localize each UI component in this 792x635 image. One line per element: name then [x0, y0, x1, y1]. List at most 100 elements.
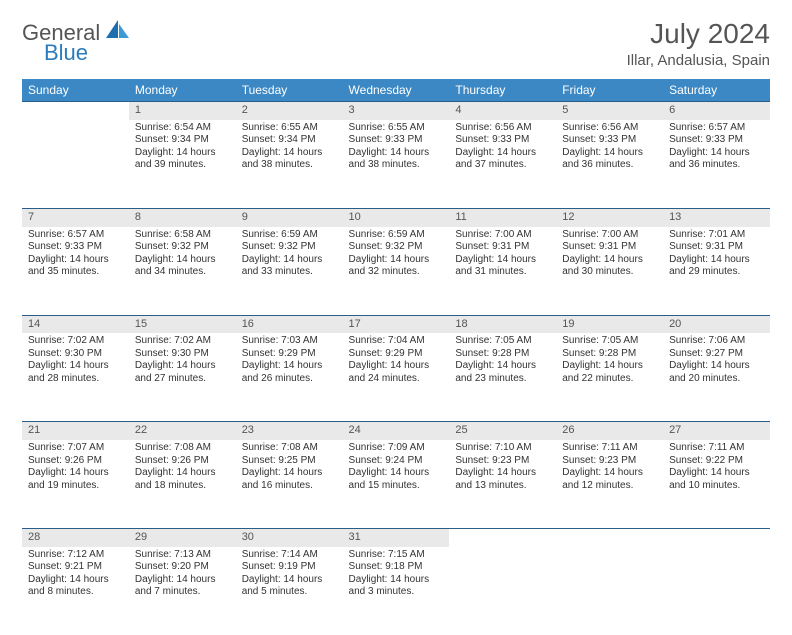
- day-cell-body: Sunrise: 6:55 AMSunset: 9:33 PMDaylight:…: [343, 120, 450, 178]
- day-cell: Sunrise: 6:58 AMSunset: 9:32 PMDaylight:…: [129, 227, 236, 315]
- day-day1: Daylight: 14 hours: [455, 147, 550, 160]
- day-sunrise: Sunrise: 6:55 AM: [242, 122, 337, 135]
- day-day2: and 39 minutes.: [135, 159, 230, 172]
- day-day2: and 36 minutes.: [669, 159, 764, 172]
- daynum-cell: 4: [449, 101, 556, 120]
- daynum-cell: 21: [22, 421, 129, 440]
- daynum-cell: 31: [343, 528, 450, 547]
- day-sunset: Sunset: 9:33 PM: [28, 241, 123, 254]
- day-number: 23: [236, 421, 343, 440]
- day-day2: and 20 minutes.: [669, 373, 764, 386]
- day-cell-body: Sunrise: 7:03 AMSunset: 9:29 PMDaylight:…: [236, 333, 343, 391]
- day-number: [449, 528, 556, 533]
- week-row: Sunrise: 7:02 AMSunset: 9:30 PMDaylight:…: [22, 333, 770, 421]
- day-sunrise: Sunrise: 7:13 AM: [135, 549, 230, 562]
- daynum-cell: 7: [22, 208, 129, 227]
- day-sunset: Sunset: 9:22 PM: [669, 455, 764, 468]
- day-cell-body: Sunrise: 6:54 AMSunset: 9:34 PMDaylight:…: [129, 120, 236, 178]
- day-day2: and 19 minutes.: [28, 480, 123, 493]
- day-sunrise: Sunrise: 7:08 AM: [135, 442, 230, 455]
- day-cell-body: Sunrise: 7:12 AMSunset: 9:21 PMDaylight:…: [22, 547, 129, 605]
- day-cell: Sunrise: 7:13 AMSunset: 9:20 PMDaylight:…: [129, 547, 236, 635]
- day-header: Tuesday: [236, 79, 343, 101]
- day-sunset: Sunset: 9:26 PM: [135, 455, 230, 468]
- day-number: 22: [129, 421, 236, 440]
- day-day2: and 30 minutes.: [562, 266, 657, 279]
- day-day2: and 23 minutes.: [455, 373, 550, 386]
- day-cell: Sunrise: 7:03 AMSunset: 9:29 PMDaylight:…: [236, 333, 343, 421]
- day-sunrise: Sunrise: 7:07 AM: [28, 442, 123, 455]
- day-number: 6: [663, 101, 770, 120]
- day-cell-body: Sunrise: 7:08 AMSunset: 9:26 PMDaylight:…: [129, 440, 236, 498]
- day-cell: Sunrise: 7:14 AMSunset: 9:19 PMDaylight:…: [236, 547, 343, 635]
- day-day1: Daylight: 14 hours: [28, 254, 123, 267]
- day-number: 13: [663, 208, 770, 227]
- daynum-cell: 23: [236, 421, 343, 440]
- day-number: 21: [22, 421, 129, 440]
- day-cell-body: Sunrise: 7:08 AMSunset: 9:25 PMDaylight:…: [236, 440, 343, 498]
- day-cell: Sunrise: 7:11 AMSunset: 9:23 PMDaylight:…: [556, 440, 663, 528]
- day-cell: Sunrise: 6:55 AMSunset: 9:34 PMDaylight:…: [236, 120, 343, 208]
- day-sunrise: Sunrise: 7:02 AM: [28, 335, 123, 348]
- day-sunrise: Sunrise: 7:03 AM: [242, 335, 337, 348]
- day-day1: Daylight: 14 hours: [669, 360, 764, 373]
- week-row: Sunrise: 7:12 AMSunset: 9:21 PMDaylight:…: [22, 547, 770, 635]
- day-cell-body: Sunrise: 7:04 AMSunset: 9:29 PMDaylight:…: [343, 333, 450, 391]
- day-cell: [663, 547, 770, 635]
- day-cell: Sunrise: 7:08 AMSunset: 9:26 PMDaylight:…: [129, 440, 236, 528]
- day-number: 29: [129, 528, 236, 547]
- day-day2: and 34 minutes.: [135, 266, 230, 279]
- day-sunrise: Sunrise: 7:11 AM: [562, 442, 657, 455]
- day-day1: Daylight: 14 hours: [242, 467, 337, 480]
- day-cell: Sunrise: 6:59 AMSunset: 9:32 PMDaylight:…: [236, 227, 343, 315]
- day-sunset: Sunset: 9:21 PM: [28, 561, 123, 574]
- day-cell: Sunrise: 7:12 AMSunset: 9:21 PMDaylight:…: [22, 547, 129, 635]
- day-cell: Sunrise: 7:05 AMSunset: 9:28 PMDaylight:…: [556, 333, 663, 421]
- day-number: 20: [663, 315, 770, 334]
- header: General Blue July 2024 Illar, Andalusia,…: [22, 18, 770, 69]
- day-cell-body: Sunrise: 6:57 AMSunset: 9:33 PMDaylight:…: [22, 227, 129, 285]
- day-cell: Sunrise: 7:07 AMSunset: 9:26 PMDaylight:…: [22, 440, 129, 528]
- day-cell-body: Sunrise: 7:01 AMSunset: 9:31 PMDaylight:…: [663, 227, 770, 285]
- day-day1: Daylight: 14 hours: [135, 467, 230, 480]
- day-day2: and 33 minutes.: [242, 266, 337, 279]
- day-day1: Daylight: 14 hours: [349, 574, 444, 587]
- day-sunrise: Sunrise: 7:00 AM: [455, 229, 550, 242]
- day-cell: Sunrise: 7:00 AMSunset: 9:31 PMDaylight:…: [556, 227, 663, 315]
- day-sunset: Sunset: 9:24 PM: [349, 455, 444, 468]
- day-cell-body: Sunrise: 7:09 AMSunset: 9:24 PMDaylight:…: [343, 440, 450, 498]
- day-cell-body: Sunrise: 6:55 AMSunset: 9:34 PMDaylight:…: [236, 120, 343, 178]
- day-sunset: Sunset: 9:33 PM: [349, 134, 444, 147]
- day-cell: Sunrise: 7:06 AMSunset: 9:27 PMDaylight:…: [663, 333, 770, 421]
- day-day2: and 35 minutes.: [28, 266, 123, 279]
- day-number: 4: [449, 101, 556, 120]
- day-sunrise: Sunrise: 7:06 AM: [669, 335, 764, 348]
- day-sunset: Sunset: 9:32 PM: [135, 241, 230, 254]
- day-day1: Daylight: 14 hours: [242, 254, 337, 267]
- day-number: 1: [129, 101, 236, 120]
- day-day1: Daylight: 14 hours: [135, 574, 230, 587]
- day-cell: Sunrise: 6:59 AMSunset: 9:32 PMDaylight:…: [343, 227, 450, 315]
- daynum-cell: 14: [22, 315, 129, 334]
- day-cell-body: Sunrise: 7:06 AMSunset: 9:27 PMDaylight:…: [663, 333, 770, 391]
- day-sunset: Sunset: 9:20 PM: [135, 561, 230, 574]
- day-number: 25: [449, 421, 556, 440]
- day-number: 2: [236, 101, 343, 120]
- day-day1: Daylight: 14 hours: [242, 360, 337, 373]
- day-cell-body: Sunrise: 6:59 AMSunset: 9:32 PMDaylight:…: [343, 227, 450, 285]
- daynum-cell: [556, 528, 663, 547]
- day-day1: Daylight: 14 hours: [669, 254, 764, 267]
- day-day2: and 12 minutes.: [562, 480, 657, 493]
- day-sunset: Sunset: 9:27 PM: [669, 348, 764, 361]
- logo-word-blue: Blue: [44, 40, 131, 66]
- day-cell: Sunrise: 7:11 AMSunset: 9:22 PMDaylight:…: [663, 440, 770, 528]
- day-day1: Daylight: 14 hours: [349, 360, 444, 373]
- day-header: Sunday: [22, 79, 129, 101]
- day-cell: [556, 547, 663, 635]
- logo-text: General Blue: [22, 18, 131, 66]
- day-number: [663, 528, 770, 533]
- day-number: [556, 528, 663, 533]
- day-cell: Sunrise: 7:02 AMSunset: 9:30 PMDaylight:…: [129, 333, 236, 421]
- daynum-cell: 30: [236, 528, 343, 547]
- day-sunset: Sunset: 9:32 PM: [242, 241, 337, 254]
